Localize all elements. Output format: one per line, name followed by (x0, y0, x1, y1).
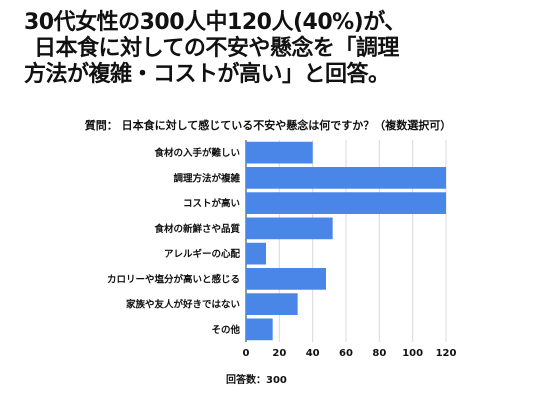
category-label: 食材の新鮮さや品質 (153, 223, 240, 235)
x-tick-label: 20 (272, 348, 286, 359)
bar (246, 217, 333, 240)
category-label: 食材の入手が難しい (153, 147, 240, 159)
category-label: アレルギーの心配 (164, 248, 241, 260)
bar (246, 268, 326, 290)
category-label: カロリーや塩分が高いと感じる (107, 273, 240, 285)
bar (246, 242, 266, 265)
category-label: 家族や友人が好きではない (126, 299, 240, 311)
headline-line-1: 30代女性の300人中120人(40%)が、 (24, 10, 406, 35)
bar (246, 167, 446, 189)
bar (246, 141, 313, 164)
headline-line-2: 日本食に対しての不安や懸念を「調理 (34, 36, 399, 61)
response-count: 回答数：300 (226, 375, 287, 386)
category-label: 調理方法が複雑 (173, 172, 240, 184)
headline: 30代女性の300人中120人(40%)が、 日本食に対しての不安や懸念を「調理… (24, 10, 524, 88)
x-tick-label: 40 (306, 348, 320, 359)
headline-line-3: 方法が複雑・コストが高い」と回答。 (24, 62, 390, 87)
x-tick-label: 120 (436, 348, 457, 359)
x-tick-label: 60 (339, 348, 353, 359)
chart-title: 質問： 日本食に対して感じている不安や懸念は何ですか？（複数選択可） (84, 119, 452, 132)
x-tick-label: 0 (243, 348, 250, 359)
x-tick-label: 100 (402, 348, 423, 359)
category-label: コストが高い (183, 198, 240, 210)
bar (246, 318, 273, 341)
category-label: その他 (211, 324, 240, 336)
x-tick-label: 80 (372, 348, 386, 359)
bar (246, 192, 446, 214)
bar (246, 293, 298, 315)
